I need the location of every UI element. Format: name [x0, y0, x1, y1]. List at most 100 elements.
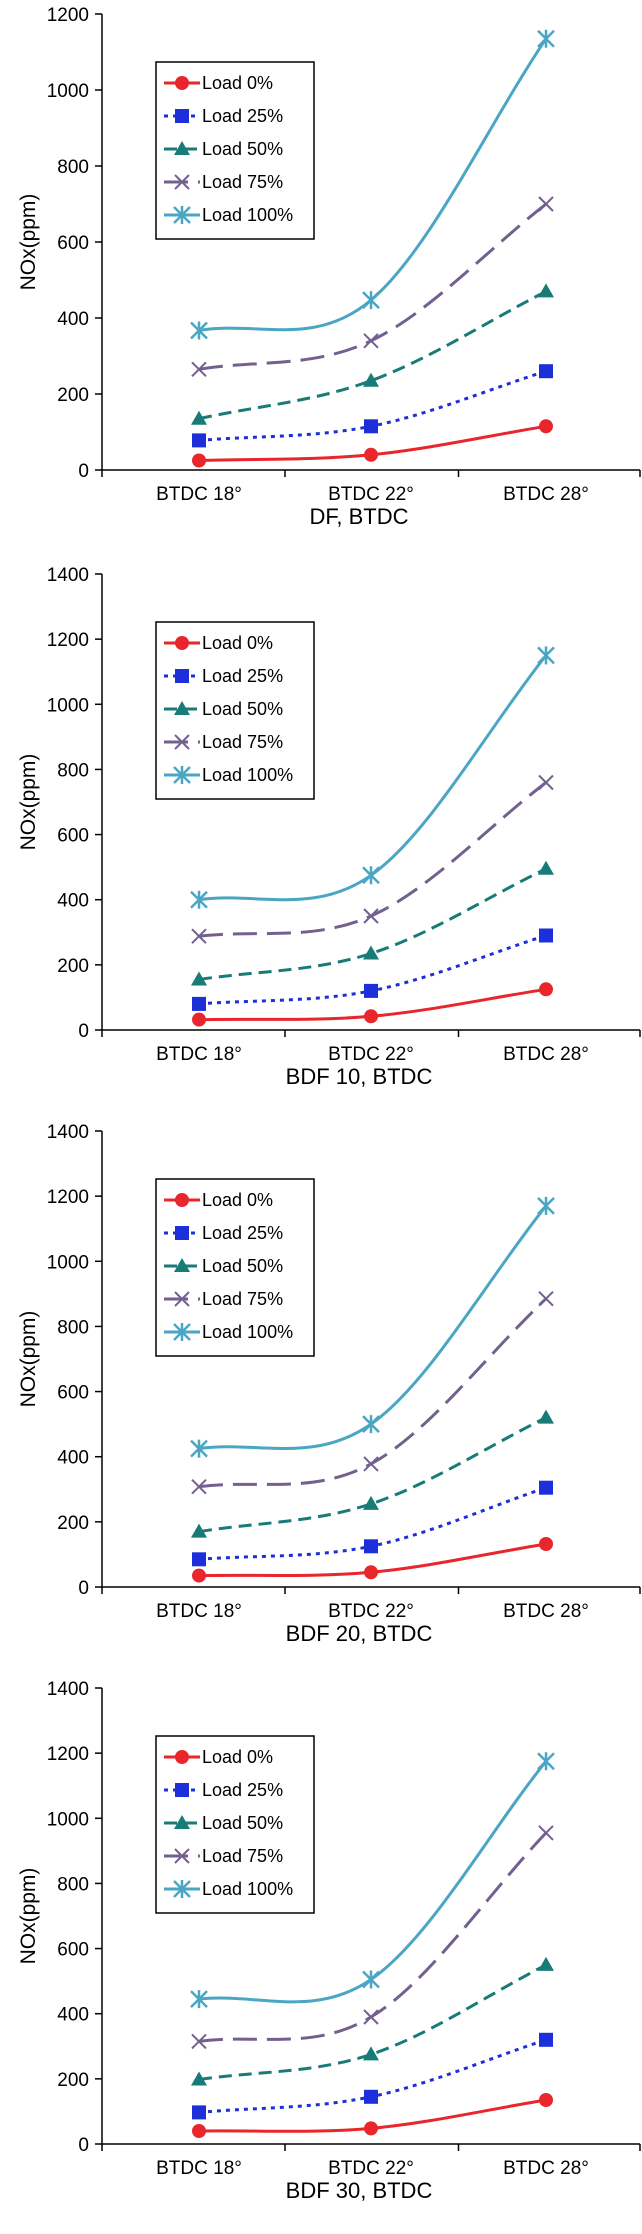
x-tick-label: BTDC 18° [156, 2158, 242, 2179]
legend-marker [174, 141, 190, 155]
data-point-1-1 [364, 1539, 378, 1554]
y-tick-label: 1000 [47, 81, 89, 102]
series-line-3 [198, 1831, 548, 2043]
legend-marker [174, 1291, 190, 1307]
legend-label: Load 100% [202, 205, 293, 225]
data-point-0-1 [364, 1565, 378, 1580]
data-point-0-2 [539, 1537, 553, 1551]
y-tick-label: 0 [78, 2135, 89, 2156]
y-tick-label: 0 [78, 1021, 89, 1042]
y-tick-label: 200 [57, 2070, 89, 2091]
x-tick-label: BTDC 28° [503, 1601, 589, 1622]
y-tick-label: 1000 [47, 1252, 89, 1273]
y-axis-title: NOx(ppm) [17, 194, 40, 291]
data-point-4-0 [190, 1439, 208, 1458]
y-tick-label: 200 [57, 956, 89, 977]
y-tick-label: 1200 [47, 1744, 89, 1765]
legend-marker [173, 766, 191, 784]
x-axis-title: BDF 30, BTDC [286, 2178, 433, 2203]
y-tick-label: 400 [57, 1448, 89, 1469]
data-point-1-2 [539, 364, 553, 379]
x-axis-title: DF, BTDC [310, 504, 409, 529]
data-point-3-2 [538, 1290, 554, 1307]
data-point-0-2 [539, 419, 553, 434]
data-point-4-1 [362, 866, 380, 885]
legend-label: Load 100% [202, 1322, 293, 1342]
x-tick-label: BTDC 28° [503, 484, 589, 505]
series-line-2 [198, 1416, 547, 1534]
y-tick-label: 400 [57, 309, 89, 330]
legend-label: Load 75% [202, 1289, 283, 1309]
data-point-3-2 [538, 196, 554, 212]
data-point-0-2 [539, 982, 553, 997]
data-point-1-2 [539, 2032, 553, 2047]
legend-label: Load 0% [202, 633, 273, 653]
data-point-2-2 [538, 1956, 554, 1971]
data-point-1-0 [192, 996, 206, 1011]
data-point-4-2 [537, 646, 555, 665]
data-point-4-1 [362, 1415, 380, 1434]
data-point-2-0 [191, 410, 207, 425]
y-tick-label: 800 [57, 1874, 89, 1895]
data-point-4-0 [190, 321, 208, 340]
legend-label: Load 0% [202, 1190, 273, 1210]
y-tick-label: 1000 [47, 1809, 89, 1830]
y-tick-label: 400 [57, 891, 89, 912]
data-point-3-1 [363, 908, 379, 924]
data-point-1-0 [192, 433, 206, 448]
y-tick-label: 600 [57, 826, 89, 847]
data-point-0-0 [192, 1012, 206, 1027]
legend-marker [173, 1880, 191, 1898]
data-point-0-0 [192, 1568, 206, 1583]
data-point-0-1 [364, 447, 378, 462]
data-point-4-2 [537, 29, 555, 48]
data-point-2-1 [363, 1495, 379, 1510]
y-axis-title: NOx(ppm) [17, 1311, 40, 1408]
data-point-1-1 [364, 419, 378, 434]
y-tick-label: 1400 [47, 565, 89, 586]
y-tick-label: 1400 [47, 1679, 89, 1700]
x-axis-title: BDF 10, BTDC [286, 1064, 433, 1089]
legend-marker [174, 1848, 190, 1864]
chart-panel-bdf30: 0 200 400 600 800 1000 1200 1400 BTDC 18° BTDC 22… [0, 1674, 642, 2234]
x-tick-label: BTDC 18° [156, 1601, 242, 1622]
y-tick-label: 200 [57, 385, 89, 406]
data-point-2-0 [191, 971, 207, 986]
legend-label: Load 50% [202, 699, 283, 719]
y-tick-label: 1000 [47, 695, 89, 716]
legend-label: Load 25% [202, 1223, 283, 1243]
legend-label: Load 25% [202, 666, 283, 686]
data-point-1-2 [539, 928, 553, 943]
legend-label: Load 75% [202, 1846, 283, 1866]
data-point-3-1 [363, 333, 379, 349]
x-axis-title: BDF 20, BTDC [286, 1621, 433, 1646]
legend-label: Load 25% [202, 1780, 283, 1800]
series-line-2 [198, 290, 547, 421]
data-point-1-0 [192, 1552, 206, 1567]
legend-marker [174, 1258, 190, 1272]
data-point-2-0 [191, 2071, 207, 2086]
legend-label: Load 75% [202, 732, 283, 752]
y-tick-label: 1400 [47, 1122, 89, 1143]
legend-marker [175, 109, 189, 123]
legend: Load 0% Load 25% Load 50% Load 75% Load 100% [155, 621, 315, 800]
x-tick-label: BTDC 18° [156, 484, 242, 505]
legend-label: Load 0% [202, 73, 273, 93]
chart-df: 0 200 400 600 800 1000 1200 BTDC 18° BTDC 22° BTD… [17, 5, 641, 529]
chart-panel-bdf20: 0 200 400 600 800 1000 1200 1400 BTDC 18° BTDC 22… [0, 1117, 642, 1677]
series-line-2 [198, 867, 547, 981]
data-point-4-2 [537, 1196, 555, 1215]
x-tick-label: BTDC 28° [503, 1044, 589, 1065]
data-point-2-1 [363, 945, 379, 960]
data-point-3-2 [538, 1825, 554, 1841]
legend-marker [175, 1750, 189, 1764]
data-point-3-2 [538, 774, 554, 791]
legend-label: Load 50% [202, 1256, 283, 1276]
y-tick-label: 200 [57, 1513, 89, 1534]
data-point-4-0 [190, 890, 208, 909]
chart-bdf10: 0 200 400 600 800 1000 1200 1400 BTDC 18° BTDC 22… [17, 565, 641, 1089]
legend-marker [175, 1783, 189, 1797]
legend-marker [173, 1323, 191, 1341]
y-tick-label: 1200 [47, 1187, 89, 1208]
y-tick-label: 600 [57, 1940, 89, 1961]
